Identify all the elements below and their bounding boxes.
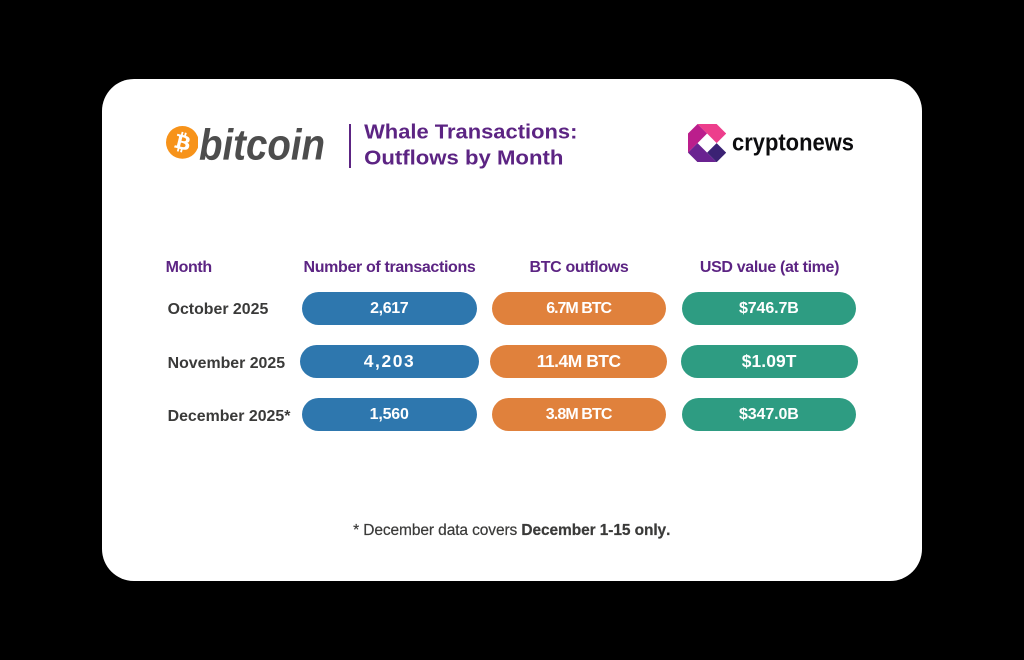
svg-text:Outflows by Month: Outflows by Month [364,147,563,169]
svg-text:bitcoin: bitcoin [199,121,325,167]
svg-text:Whale Transactions:: Whale Transactions: [364,121,577,143]
svg-text:cryptonews: cryptonews [732,130,854,157]
